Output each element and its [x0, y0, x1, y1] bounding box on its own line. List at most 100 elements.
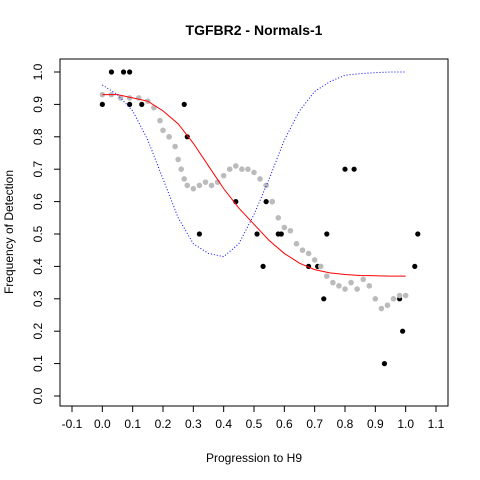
data-point — [396, 292, 403, 299]
y-tick-label: 0.2 — [31, 323, 45, 340]
data-point — [184, 182, 191, 189]
data-point — [400, 328, 406, 334]
data-point — [196, 231, 202, 237]
x-tick-label: 0.5 — [246, 417, 263, 431]
data-point — [287, 227, 294, 234]
data-point — [330, 279, 336, 286]
fitted-curve — [102, 94, 406, 277]
series-2 — [99, 91, 409, 312]
x-tick-label: 1.0 — [397, 417, 414, 431]
data-point — [278, 231, 284, 237]
plot-area — [99, 69, 421, 367]
y-tick-label: 0.9 — [31, 96, 45, 113]
data-point — [402, 292, 409, 299]
y-axis: 0.0 0.1 0.2 0.3 0.4 0.5 0.6 0.7 0.8 0.9 1.0 — [31, 63, 61, 404]
data-point — [157, 117, 163, 124]
data-point — [378, 305, 385, 312]
x-tick-label: 0.2 — [155, 417, 172, 431]
x-axis-label: Progression to H9 — [206, 451, 302, 465]
data-point — [202, 179, 209, 185]
data-point — [160, 127, 166, 134]
x-tick-label: 0.7 — [306, 417, 323, 431]
data-point — [311, 257, 318, 263]
data-point — [348, 279, 354, 286]
y-axis-label: Frequency of Detection — [2, 170, 16, 294]
data-point — [269, 198, 276, 205]
data-point — [342, 166, 348, 172]
data-point — [366, 283, 373, 289]
data-point — [281, 224, 288, 231]
data-point — [208, 182, 215, 189]
data-point — [305, 250, 312, 257]
x-axis: -0.1 0.0 0.1 0.2 0.3 0.4 0.5 0.6 0.7 0.8 0.9 1.0 1.1 — [62, 405, 445, 431]
data-point — [412, 263, 418, 269]
x-tick-label: 0.3 — [185, 417, 202, 431]
y-tick-label: 0.7 — [31, 161, 45, 178]
data-point — [372, 296, 379, 302]
data-point — [390, 296, 397, 302]
x-tick-label: 0.8 — [337, 417, 354, 431]
chart-title: TGFBR2 - Normals-1 — [186, 22, 323, 38]
data-point — [360, 276, 367, 283]
y-tick-label: 0.6 — [31, 193, 45, 210]
data-point — [415, 231, 421, 237]
data-point — [245, 166, 251, 172]
x-tick-label: 0.6 — [276, 417, 293, 431]
x-tick-label: 1.1 — [428, 417, 445, 431]
data-point — [324, 273, 330, 279]
y-tick-label: 0.5 — [31, 225, 45, 242]
data-point — [381, 361, 388, 367]
data-point — [108, 69, 115, 75]
y-tick-label: 0.3 — [31, 290, 45, 307]
data-point — [166, 134, 172, 140]
x-tick-label: -0.1 — [62, 417, 83, 431]
data-point — [226, 166, 233, 172]
data-point — [342, 286, 348, 292]
data-point — [260, 263, 266, 269]
data-point — [321, 296, 327, 302]
data-point — [257, 176, 263, 182]
data-point — [275, 215, 282, 221]
data-point — [317, 263, 324, 270]
data-point — [139, 101, 145, 107]
data-point — [178, 166, 184, 172]
data-point — [181, 101, 187, 107]
data-point — [181, 176, 188, 182]
data-point — [263, 182, 269, 189]
data-point — [293, 240, 300, 247]
data-point — [220, 172, 227, 179]
y-tick-label: 0.0 — [31, 387, 45, 404]
data-point — [351, 166, 357, 172]
plot-frame — [59, 58, 449, 407]
y-tick-label: 0.4 — [31, 258, 45, 275]
data-point — [254, 231, 260, 237]
data-point — [299, 247, 306, 253]
data-point — [263, 199, 269, 205]
data-point — [384, 302, 391, 309]
y-tick-label: 0.1 — [31, 355, 45, 372]
data-point — [172, 143, 178, 150]
data-point — [151, 104, 157, 111]
data-point — [354, 286, 360, 292]
data-point — [324, 231, 330, 237]
data-point — [196, 182, 203, 189]
data-point — [99, 101, 105, 107]
data-point — [190, 185, 197, 192]
data-point — [175, 156, 181, 163]
data-point — [336, 283, 342, 289]
x-tick-label: 0.4 — [215, 417, 232, 431]
x-tick-label: 0.0 — [94, 417, 111, 431]
x-tick-label: 0.9 — [367, 417, 384, 431]
data-point — [233, 163, 239, 169]
data-point — [127, 69, 133, 75]
x-tick-label: 0.1 — [124, 417, 141, 431]
y-tick-label: 1.0 — [31, 63, 45, 80]
data-point — [184, 134, 190, 140]
y-tick-label: 0.8 — [31, 128, 45, 145]
data-point — [251, 169, 257, 176]
data-point — [239, 166, 245, 172]
series-3 — [102, 94, 406, 277]
series-1 — [99, 69, 421, 367]
data-point — [120, 69, 127, 75]
